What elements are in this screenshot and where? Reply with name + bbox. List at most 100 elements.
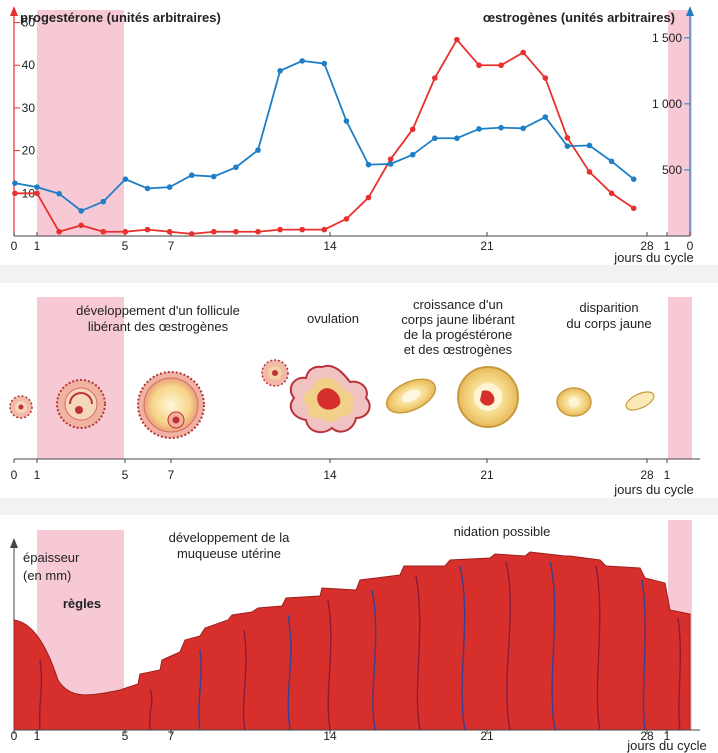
follicle-mature-icon [137,371,205,439]
uterus-y-arrow-icon [10,538,18,548]
uterus-y-label-1: épaisseur [23,550,80,565]
oestrogenes-point [409,151,416,158]
hormone-x-tick-label: 7 [168,239,175,253]
progesterone-point [520,49,526,56]
ovary-label-folliculaire-1: développement d'un follicule [76,303,240,318]
progesterone-point [409,126,416,133]
uterus-x-tick-label: 7 [168,729,175,743]
progesterone-point [144,226,151,233]
ovary-x-label: jours du cycle [613,482,693,497]
right-axis-arrow-icon [686,6,694,16]
menses-band-end [668,10,692,236]
menses-band-start [37,10,124,236]
uterus-label-developpement-1: développement de la [169,530,290,545]
right-tick-label: 1 000 [652,97,682,111]
oestrogenes-point [166,184,173,190]
oestrogenes-point [211,173,217,180]
corpus-luteum-mature-icon [457,366,519,428]
ovary-x-tick-label: 1 [34,468,41,482]
oestrogenes-point [34,184,40,190]
progesterone-point [78,222,84,229]
ovary-label-corps-jaune-3: de la progéstérone [404,327,512,342]
ovary-menses-band-end [668,297,692,459]
hormone-x-label: jours du cycle [613,250,693,265]
oestrogenes-point [432,135,438,142]
progesterone-point [188,231,195,237]
progesterone-point [586,169,593,175]
progesterone-point [432,75,438,81]
uterus-label-nidation: nidation possible [454,524,551,539]
corpus-luteum-early-icon [385,378,437,414]
oestrogenes-point [233,164,239,171]
progesterone-point [299,226,306,233]
progesterone-point [277,226,283,233]
ovary-label-folliculaire-2: libérant des œstrogènes [88,319,229,334]
uterus-x-tick-label: 28 [640,729,654,743]
ovary-x-tick-label: 1 [664,468,671,482]
progesterone-point [498,62,504,69]
oestrogenes-point [12,180,18,186]
ovary-label-disparition-2: du corps jaune [566,316,651,331]
oestrogenes-point [122,176,129,182]
uterus-x-tick-label: 5 [122,729,129,743]
oestrogenes-point [277,68,283,74]
oestrogenes-point [255,147,261,153]
ovary-x-tick-label: 14 [323,468,337,482]
oestrogenes-point [299,58,306,64]
progesterone-point [166,228,173,235]
uterus-x-tick-label: 1 [664,729,671,743]
uterus-x-tick-label: 1 [34,729,41,743]
progesterone-point [100,228,107,235]
progesterone-point [608,190,615,197]
hormone-x-tick-label: 1 [664,239,671,253]
left-tick-label: 40 [22,58,36,72]
oestrogenes-point [78,208,84,214]
progesterone-point [321,226,328,233]
uterus-x-tick-label: 0 [11,729,18,743]
oestrogenes-point [476,126,482,132]
series-layer [12,36,637,237]
oestrogenes-point [100,198,107,205]
ovary-label-ovulation: ovulation [307,311,359,326]
oestrogenes-point [56,190,62,197]
uterine-glands-icon [38,561,682,731]
progesterone-point [454,36,460,43]
progesterone-point [564,135,571,141]
uterus-y-label-2: (en mm) [23,568,71,583]
progesterone-point [233,228,239,235]
corpus-albicans-icon [625,391,655,411]
ovary-x-ticks: 0 1 5 7 14 21 28 1 [11,459,671,482]
oestrogenes-point [365,161,372,168]
hormone-x-tick-label: 0 [687,239,694,253]
left-axis-title: progestérone (unités arbitraires) [20,10,221,25]
hormone-x-tick-label: 28 [640,239,654,253]
right-tick-label: 1 500 [652,31,682,45]
regles-label: règles [63,596,101,611]
ovary-menses-band-start [37,297,124,459]
right-tick-label: 500 [662,163,682,177]
ovary-x-tick-label: 5 [122,468,129,482]
uterine-lining-shape [13,551,691,731]
progesterone-point [56,228,62,235]
progesterone-point [365,194,372,201]
oestrogenes-point [520,125,526,132]
ovary-x-tick-label: 0 [11,468,18,482]
oestrogenes-point [321,60,328,67]
corpus-luteum-regressing-icon [556,387,592,417]
ovary-label-disparition-1: disparition [579,300,638,315]
left-tick-label: 20 [22,144,36,158]
progesterone-point [255,228,261,235]
follicle-primordial-icon [9,395,33,419]
progesterone-point [34,190,40,197]
progesterone-point [476,62,482,69]
ovary-label-corps-jaune-4: et des œstrogènes [404,342,513,357]
oestrogenes-point [387,161,394,167]
oestrogenes-point [542,114,549,120]
ovary-label-corps-jaune-1: croissance d'un [413,297,503,312]
progesterone-point [343,216,350,222]
oestrogenes-point [630,176,637,182]
oestrogenes-point [498,124,504,131]
ruptured-follicle-icon [289,364,371,434]
